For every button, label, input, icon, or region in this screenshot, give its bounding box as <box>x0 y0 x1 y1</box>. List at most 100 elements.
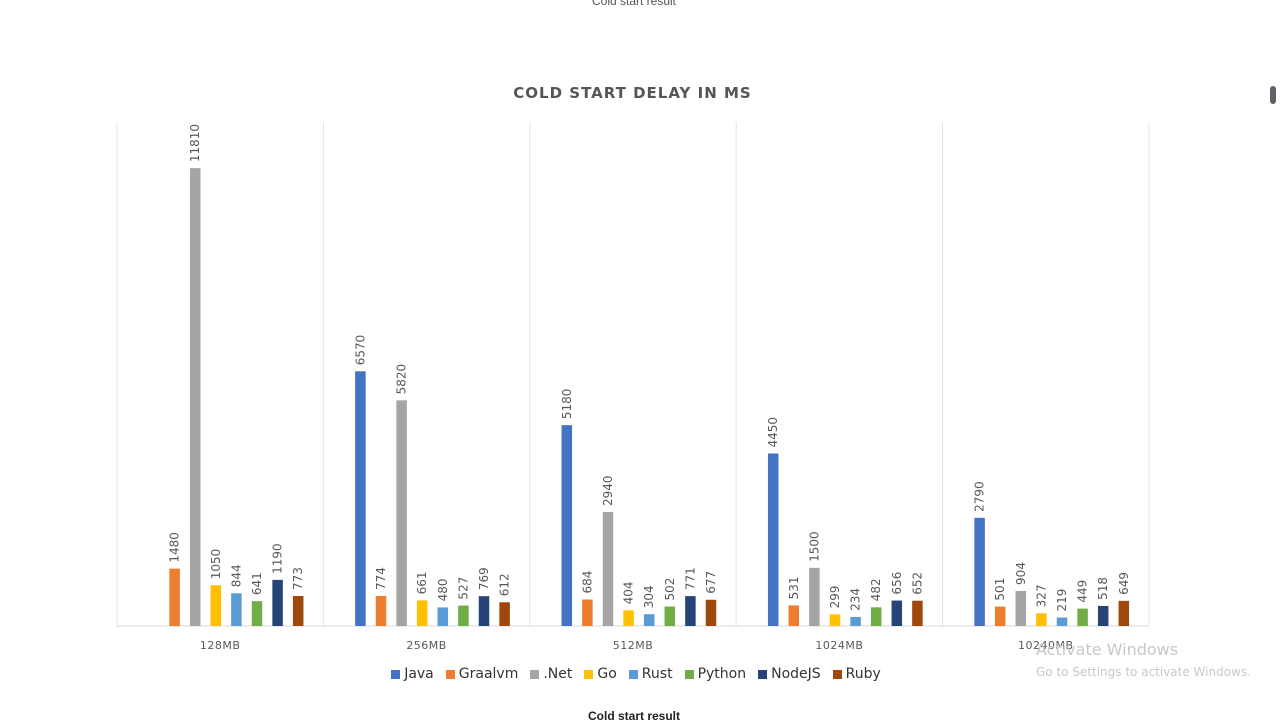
bar-go-256mb <box>416 600 428 626</box>
data-label: 299 <box>828 586 842 609</box>
bar-python-512mb <box>664 606 676 626</box>
bar-net-128mb <box>189 168 201 627</box>
data-label: 449 <box>1076 580 1090 603</box>
data-label: 501 <box>993 578 1007 601</box>
legend-label: Java <box>404 666 434 682</box>
legend-label: Rust <box>641 666 673 682</box>
bar-rust-256mb <box>437 607 449 626</box>
data-label: 652 <box>910 572 924 595</box>
data-label: 771 <box>683 567 697 590</box>
legend-item: Python <box>684 666 747 682</box>
bar-nodejs-128mb <box>272 579 283 626</box>
data-label: 5820 <box>395 364 409 395</box>
bar-graalvm-128mb <box>169 568 180 626</box>
data-label: 482 <box>869 578 883 601</box>
data-label: 480 <box>436 578 450 601</box>
data-label: 6570 <box>353 335 367 366</box>
watermark-title: Activate Windows <box>1036 640 1179 659</box>
legend-swatch <box>445 669 455 679</box>
data-label: 2790 <box>973 481 987 512</box>
bar-rust-10240mb <box>1056 617 1068 626</box>
bar-graalvm-1024mb <box>788 605 800 626</box>
data-label: 1480 <box>168 532 182 563</box>
legend-item: Graalvm <box>445 666 519 682</box>
chart-legend: Java Graalvm .Net Go Rust Python NodeJS Ruby <box>0 666 1272 682</box>
activation-watermark: Activate Windows Go to Settings to activ… <box>1036 640 1251 679</box>
data-label: 773 <box>291 567 305 590</box>
data-label: 527 <box>456 577 470 600</box>
bar-python-1024mb <box>870 607 882 626</box>
bar-rust-128mb <box>231 593 242 626</box>
category-label: 10240MB <box>1018 639 1074 652</box>
data-label: 531 <box>787 577 801 600</box>
data-label: 5180 <box>560 389 574 420</box>
bar-ruby-512mb <box>705 599 717 626</box>
bar-python-10240mb <box>1077 608 1088 626</box>
legend-swatch <box>832 669 842 679</box>
bar-graalvm-512mb <box>582 599 593 626</box>
data-label: 11810 <box>188 124 202 162</box>
data-label: 502 <box>663 578 677 601</box>
data-label: 219 <box>1055 589 1069 612</box>
data-label: 327 <box>1034 584 1048 607</box>
data-label: 1190 <box>271 543 285 574</box>
bar-python-256mb <box>458 605 469 626</box>
bar-graalvm-256mb <box>375 595 387 626</box>
legend-swatch <box>530 669 540 679</box>
data-label: 234 <box>849 588 863 611</box>
data-label: 677 <box>704 571 718 594</box>
bar-python-128mb <box>251 601 263 626</box>
legend-swatch <box>391 669 401 679</box>
bar-ruby-256mb <box>499 602 510 626</box>
legend-item: Go <box>584 666 617 682</box>
category-label: 256MB <box>406 639 447 652</box>
data-label: 769 <box>477 567 491 590</box>
legend-label: Ruby <box>845 666 881 682</box>
bar-rust-1024mb <box>850 616 861 626</box>
legend-label: .Net <box>543 666 573 682</box>
bar-net-10240mb <box>1015 590 1027 626</box>
bottom-caption: Cold start result <box>587 709 680 723</box>
bar-nodejs-10240mb <box>1097 605 1109 626</box>
bar-graalvm-10240mb <box>994 606 1006 626</box>
watermark-subtitle: Go to Settings to activate Windows. <box>1036 665 1251 679</box>
data-label: 656 <box>890 572 904 595</box>
data-label: 4450 <box>766 417 780 448</box>
bar-java-10240mb <box>974 517 985 626</box>
data-label: 661 <box>415 571 429 594</box>
legend-item: Ruby <box>832 666 881 682</box>
legend-label: NodeJS <box>771 666 821 682</box>
chart-title: COLD START DELAY IN MS <box>513 84 752 102</box>
data-label: 844 <box>229 564 243 587</box>
top-caption: Cold start result <box>591 0 677 8</box>
bar-ruby-128mb <box>292 596 304 626</box>
bar-go-10240mb <box>1036 613 1047 626</box>
bar-nodejs-256mb <box>478 596 490 626</box>
bar-ruby-1024mb <box>912 600 923 626</box>
scrollbar-thumb[interactable] <box>1270 86 1276 104</box>
data-label: 2940 <box>601 475 615 506</box>
data-label: 641 <box>250 572 264 595</box>
legend-label: Python <box>697 666 747 682</box>
bar-rust-512mb <box>643 614 655 626</box>
legend-item: Java <box>391 666 434 682</box>
bar-go-1024mb <box>829 614 841 626</box>
bar-go-512mb <box>623 610 634 626</box>
data-label: 612 <box>498 573 512 596</box>
legend-swatch <box>758 669 768 679</box>
data-label: 304 <box>642 585 656 608</box>
data-label: 1500 <box>807 531 821 562</box>
data-label: 774 <box>374 567 388 590</box>
bar-nodejs-1024mb <box>891 600 903 626</box>
bar-go-128mb <box>210 585 222 626</box>
legend-swatch <box>628 669 638 679</box>
legend-swatch <box>684 669 694 679</box>
bar-java-512mb <box>561 425 573 626</box>
legend-label: Graalvm <box>458 666 519 682</box>
data-label: 1050 <box>209 549 223 580</box>
bar-net-256mb <box>396 400 407 626</box>
category-label: 512MB <box>613 639 654 652</box>
data-label: 684 <box>580 571 594 594</box>
data-label: 404 <box>622 581 636 604</box>
